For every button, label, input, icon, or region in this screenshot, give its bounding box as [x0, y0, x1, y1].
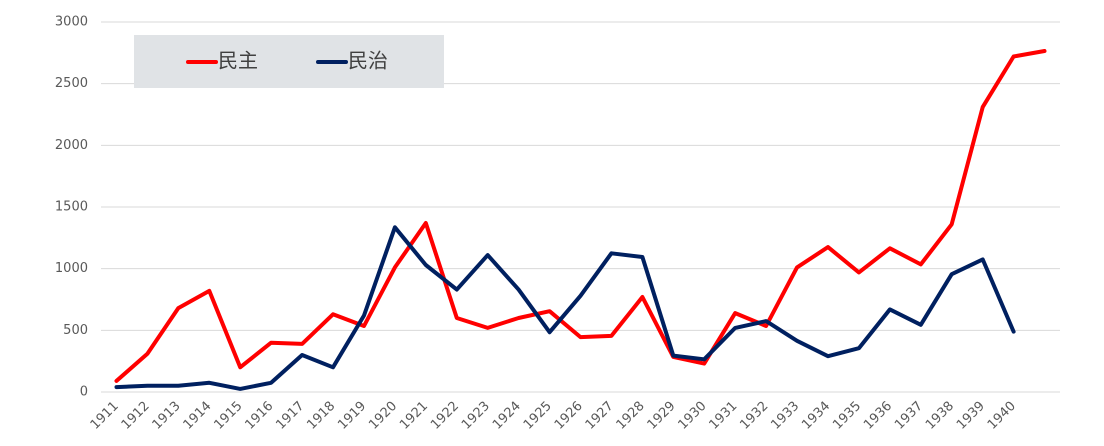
x-tick-label: 1936	[861, 399, 895, 433]
x-tick-label: 1925	[521, 399, 555, 433]
y-tick-label: 2000	[55, 138, 88, 153]
y-tick-label: 0	[80, 385, 88, 400]
y-tick-label: 2500	[55, 76, 88, 91]
x-tick-label: 1921	[397, 399, 431, 433]
x-tick-label: 1931	[706, 399, 740, 433]
x-tick-label: 1928	[614, 399, 648, 433]
x-tick-label: 1927	[583, 399, 617, 433]
x-tick-label: 1920	[366, 399, 400, 433]
x-tick-label: 1915	[212, 399, 246, 433]
series-line	[114, 49, 1047, 383]
x-tick-label: 1913	[150, 399, 184, 433]
x-tick-label: 1912	[119, 399, 153, 433]
x-tick-label: 1938	[923, 399, 957, 433]
y-tick-label: 500	[63, 323, 88, 338]
x-tick-label: 1922	[428, 399, 462, 433]
legend: 民主 民治	[134, 35, 444, 88]
y-tick-label: 3000	[55, 15, 88, 30]
x-tick-label: 1923	[459, 399, 493, 433]
x-tick-label: 1933	[768, 399, 802, 433]
x-tick-label: 1918	[304, 399, 338, 433]
x-tick-label: 1917	[273, 399, 307, 433]
x-tick-label: 1930	[676, 399, 710, 433]
x-tick-label: 1911	[88, 399, 122, 433]
y-tick-label: 1000	[55, 261, 88, 276]
x-tick-label: 1924	[490, 399, 524, 433]
legend-box	[134, 35, 444, 88]
x-tick-label: 1932	[737, 399, 771, 433]
x-tick-label: 1940	[985, 399, 1019, 433]
x-tick-label: 1914	[181, 399, 215, 433]
x-tick-label: 1937	[892, 399, 926, 433]
x-tick-label: 1929	[645, 399, 679, 433]
x-tick-label: 1919	[335, 399, 369, 433]
x-tick-label: 1916	[242, 399, 276, 433]
x-tick-label: 1934	[799, 399, 833, 433]
x-tick-label: 1926	[552, 399, 586, 433]
series-line	[114, 225, 1016, 391]
legend-label: 民主	[218, 49, 258, 73]
legend-label: 民治	[348, 49, 388, 73]
y-tick-label: 1500	[55, 200, 88, 215]
x-tick-label: 1939	[954, 399, 988, 433]
x-tick-label: 1935	[830, 399, 864, 433]
